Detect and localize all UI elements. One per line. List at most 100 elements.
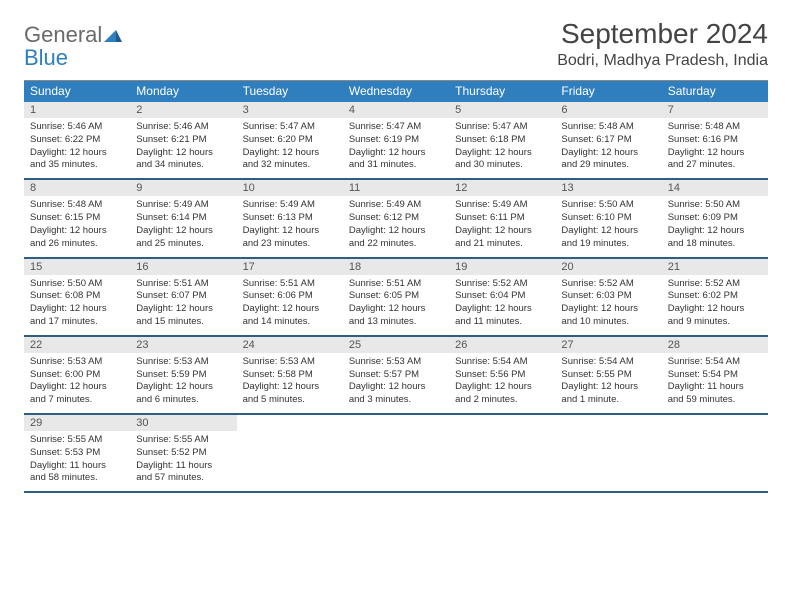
daylight-line: Daylight: 12 hours and 1 minute. <box>561 381 638 405</box>
day-number: 7 <box>662 102 768 118</box>
day-number: 5 <box>449 102 555 118</box>
sunset-line: Sunset: 6:12 PM <box>349 212 419 223</box>
day-number: 11 <box>343 180 449 196</box>
day-number-row: 891011121314 <box>24 180 768 196</box>
day-details: Sunrise: 5:53 AMSunset: 5:58 PMDaylight:… <box>237 353 343 413</box>
sunrise-line: Sunrise: 5:54 AM <box>561 356 633 367</box>
daylight-line: Daylight: 12 hours and 7 minutes. <box>30 381 107 405</box>
sunrise-line: Sunrise: 5:46 AM <box>30 121 102 132</box>
sunset-line: Sunset: 6:19 PM <box>349 134 419 145</box>
sunset-line: Sunset: 6:09 PM <box>668 212 738 223</box>
sunrise-line: Sunrise: 5:49 AM <box>349 199 421 210</box>
day-details: Sunrise: 5:55 AMSunset: 5:53 PMDaylight:… <box>24 431 130 491</box>
daylight-line: Daylight: 12 hours and 21 minutes. <box>455 225 532 249</box>
sunset-line: Sunset: 6:14 PM <box>136 212 206 223</box>
sunrise-line: Sunrise: 5:48 AM <box>30 199 102 210</box>
day-details: Sunrise: 5:47 AMSunset: 6:18 PMDaylight:… <box>449 118 555 178</box>
day-details: Sunrise: 5:48 AMSunset: 6:16 PMDaylight:… <box>662 118 768 178</box>
sunrise-line: Sunrise: 5:51 AM <box>243 278 315 289</box>
calendar-week: 1234567Sunrise: 5:46 AMSunset: 6:22 PMDa… <box>24 102 768 180</box>
day-number: 14 <box>662 180 768 196</box>
daylight-line: Daylight: 11 hours and 59 minutes. <box>668 381 744 405</box>
day-data-row: Sunrise: 5:50 AMSunset: 6:08 PMDaylight:… <box>24 275 768 336</box>
daylight-line: Daylight: 12 hours and 6 minutes. <box>136 381 213 405</box>
sunrise-line: Sunrise: 5:55 AM <box>136 434 208 445</box>
sunrise-line: Sunrise: 5:49 AM <box>243 199 315 210</box>
day-number: 21 <box>662 259 768 275</box>
sunrise-line: Sunrise: 5:49 AM <box>455 199 527 210</box>
sunset-line: Sunset: 5:59 PM <box>136 369 206 380</box>
sunset-line: Sunset: 6:04 PM <box>455 290 525 301</box>
sunset-line: Sunset: 6:10 PM <box>561 212 631 223</box>
sunrise-line: Sunrise: 5:51 AM <box>136 278 208 289</box>
daylight-line: Daylight: 12 hours and 19 minutes. <box>561 225 638 249</box>
day-number-row: 2930 <box>24 415 768 431</box>
day-details: Sunrise: 5:49 AM Sunset: 6:12 PM Daylight:… <box>343 196 449 256</box>
daylight-line: Daylight: 12 hours and 9 minutes. <box>668 303 745 327</box>
day-number: 1 <box>24 102 130 118</box>
day-number <box>449 415 555 431</box>
daylight-line: Daylight: 12 hours and 10 minutes. <box>561 303 638 327</box>
weekday-header: Saturday <box>662 81 768 102</box>
daylight-line: Daylight: 11 hours and 58 minutes. <box>30 460 106 484</box>
calendar-week: 22232425262728 Sunrise: 5:53 AM Sunset: 6:… <box>24 337 768 415</box>
daylight-line: Daylight: 12 hours and 18 minutes. <box>668 225 745 249</box>
day-number: 28 <box>662 337 768 353</box>
sunrise-line: Sunrise: 5:46 AM <box>136 121 208 132</box>
sunrise-line: Sunrise: 5:50 AM <box>668 199 740 210</box>
weekday-header: Tuesday <box>237 81 343 102</box>
sunset-line: Sunset: 5:58 PM <box>243 369 313 380</box>
day-details: Sunrise: 5:54 AMSunset: 5:56 PMDaylight:… <box>449 353 555 413</box>
weekday-header-row: Sunday Monday Tuesday Wednesday Thursday… <box>24 81 768 102</box>
day-number: 27 <box>555 337 661 353</box>
sunrise-line: Sunrise: 5:53 AM <box>30 356 102 367</box>
weekday-header: Friday <box>555 81 661 102</box>
weekday-header: Monday <box>130 81 236 102</box>
day-details: Sunrise: 5:49 AM Sunset: 6:11 PM Daylight:… <box>449 196 555 256</box>
sunset-line: Sunset: 6:17 PM <box>561 134 631 145</box>
day-number: 17 <box>237 259 343 275</box>
day-details: Sunrise: 5:52 AMSunset: 6:04 PM Daylight:… <box>449 275 555 335</box>
day-details: Sunrise: 5:49 AMSunset: 6:14 PMDaylight:… <box>130 196 236 256</box>
day-number: 24 <box>237 337 343 353</box>
day-details: Sunrise: 5:47 AMSunset: 6:19 PMDaylight:… <box>343 118 449 178</box>
sunset-line: Sunset: 6:00 PM <box>30 369 100 380</box>
sunset-line: Sunset: 6:07 PM <box>136 290 206 301</box>
sunset-line: Sunset: 6:06 PM <box>243 290 313 301</box>
daylight-line: Daylight: 12 hours and 11 minutes. <box>455 303 532 327</box>
day-details: Sunrise: 5:48 AMSunset: 6:17 PMDaylight:… <box>555 118 661 178</box>
day-details <box>662 431 768 491</box>
sunset-line: Sunset: 6:11 PM <box>455 212 525 223</box>
day-number: 10 <box>237 180 343 196</box>
day-details <box>237 431 343 491</box>
sunset-line: Sunset: 6:20 PM <box>243 134 313 145</box>
day-number-row: 1234567 <box>24 102 768 118</box>
sunset-line: Sunset: 6:16 PM <box>668 134 738 145</box>
day-number: 30 <box>130 415 236 431</box>
day-number-row: 22232425262728 <box>24 337 768 353</box>
calendar-grid: Sunday Monday Tuesday Wednesday Thursday… <box>24 80 768 493</box>
daylight-line: Daylight: 12 hours and 13 minutes. <box>349 303 426 327</box>
daylight-line: Daylight: 12 hours and 26 minutes. <box>30 225 107 249</box>
logo: General Blue <box>24 24 122 70</box>
day-number: 2 <box>130 102 236 118</box>
day-number: 23 <box>130 337 236 353</box>
day-details <box>449 431 555 491</box>
daylight-line: Daylight: 12 hours and 22 minutes. <box>349 225 426 249</box>
day-data-row: Sunrise: 5:53 AMSunset: 6:00 PMDaylight:… <box>24 353 768 414</box>
day-number: 15 <box>24 259 130 275</box>
sunrise-line: Sunrise: 5:50 AM <box>30 278 102 289</box>
daylight-line: Daylight: 12 hours and 5 minutes. <box>243 381 320 405</box>
day-details <box>555 431 661 491</box>
sunrise-line: Sunrise: 5:51 AM <box>349 278 421 289</box>
sunrise-line: Sunrise: 5:55 AM <box>30 434 102 445</box>
daylight-line: Daylight: 12 hours and 30 minutes. <box>455 147 532 171</box>
day-number: 25 <box>343 337 449 353</box>
day-details: Sunrise: 5:52 AMSunset: 6:02 PMDaylight:… <box>662 275 768 335</box>
sunrise-line: Sunrise: 5:54 AM <box>455 356 527 367</box>
day-number: 19 <box>449 259 555 275</box>
sunrise-line: Sunrise: 5:52 AM <box>455 278 527 289</box>
day-data-row: Sunrise: 5:46 AMSunset: 6:22 PMDaylight:… <box>24 118 768 179</box>
daylight-line: Daylight: 12 hours and 29 minutes. <box>561 147 638 171</box>
sunset-line: Sunset: 6:15 PM <box>30 212 100 223</box>
